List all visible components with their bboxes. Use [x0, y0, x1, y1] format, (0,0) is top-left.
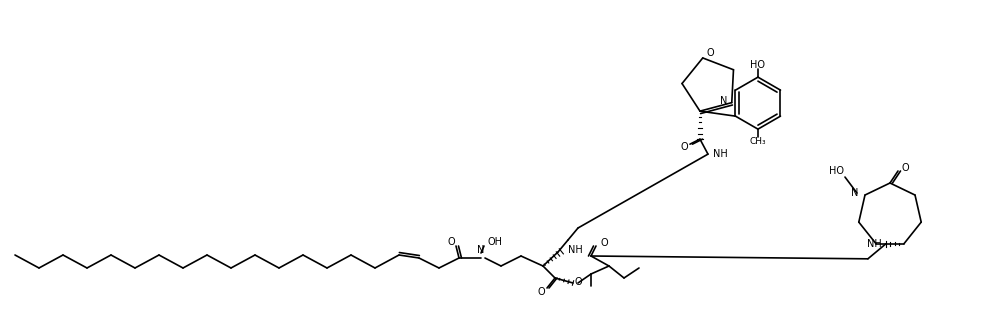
Text: CH₃: CH₃ — [750, 137, 766, 146]
Text: O: O — [707, 48, 714, 58]
Text: O: O — [447, 237, 454, 247]
Text: O: O — [538, 287, 545, 297]
Text: O: O — [901, 163, 909, 173]
Text: O: O — [600, 238, 608, 248]
Text: O: O — [574, 277, 582, 287]
Text: NH: NH — [866, 239, 881, 249]
Text: NH: NH — [712, 149, 727, 159]
Text: HO: HO — [829, 166, 844, 176]
Text: N: N — [851, 188, 859, 198]
Text: HO: HO — [751, 60, 766, 70]
Text: O: O — [681, 142, 687, 152]
Text: OH: OH — [487, 237, 503, 247]
Text: N: N — [477, 245, 485, 255]
Text: N: N — [720, 96, 727, 106]
Text: NH: NH — [567, 245, 582, 255]
